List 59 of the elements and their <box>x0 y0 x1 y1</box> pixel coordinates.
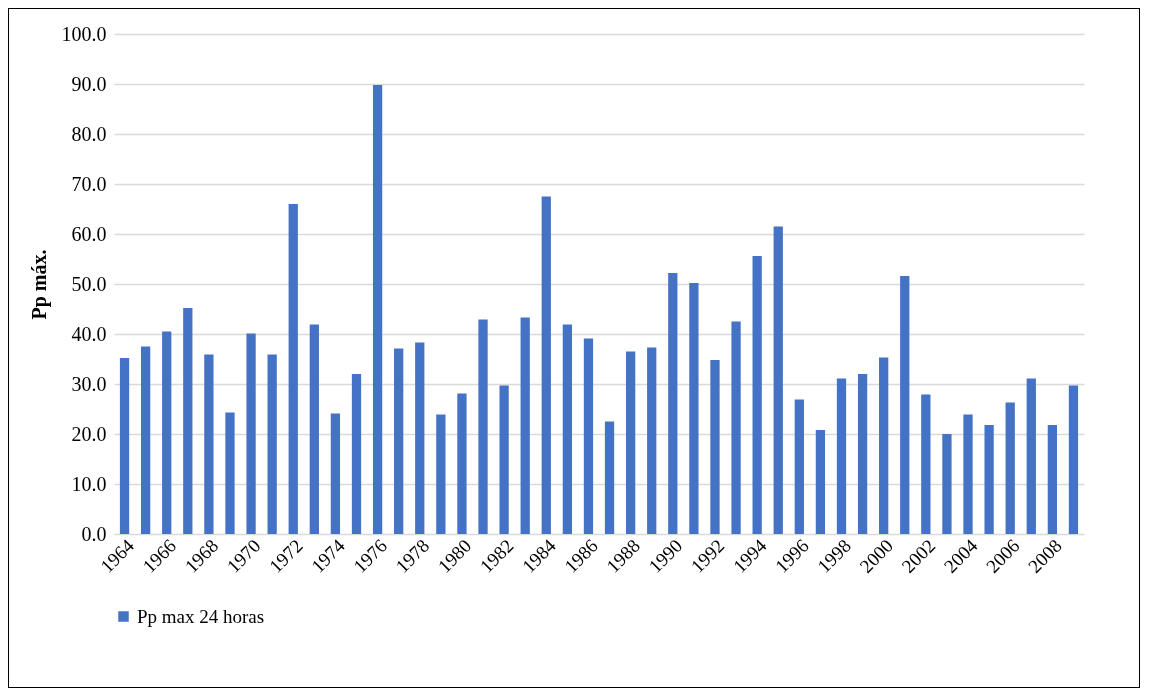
bar <box>267 354 277 534</box>
bar <box>162 331 172 534</box>
bar <box>942 434 952 534</box>
y-tick-label: 10.0 <box>71 472 107 495</box>
bar <box>879 357 889 534</box>
y-tick-label: 50.0 <box>71 272 107 295</box>
bar <box>604 421 615 534</box>
bar <box>309 324 319 534</box>
bar <box>436 414 446 534</box>
bar <box>457 393 467 534</box>
y-axis-title: Pp máx. <box>27 249 51 320</box>
y-tick-label: 40.0 <box>71 322 107 345</box>
y-tick-label: 20.0 <box>71 422 107 445</box>
bar <box>794 399 804 534</box>
y-tick-label: 100.0 <box>61 22 107 45</box>
bar <box>372 85 383 534</box>
bar <box>773 226 783 534</box>
bar <box>583 338 594 534</box>
bar <box>1047 425 1058 534</box>
y-tick-label: 70.0 <box>71 172 107 195</box>
bar <box>647 347 657 534</box>
bar <box>689 283 699 534</box>
bar <box>415 342 425 534</box>
bar <box>1026 378 1036 534</box>
bar <box>857 374 868 534</box>
bar <box>541 196 551 534</box>
bar <box>499 385 509 534</box>
y-tick-label: 90.0 <box>71 72 107 95</box>
bar <box>330 413 341 534</box>
bar <box>225 412 235 534</box>
bar <box>1005 402 1015 534</box>
bar <box>351 374 362 534</box>
y-tick-label: 60.0 <box>71 222 107 245</box>
bar <box>140 346 151 534</box>
bar <box>394 348 404 534</box>
bar <box>752 256 762 534</box>
bar <box>731 321 741 534</box>
bar <box>520 317 530 534</box>
bar <box>204 354 214 534</box>
bar <box>119 358 130 534</box>
bar <box>562 324 573 534</box>
bar <box>246 333 256 534</box>
bar <box>710 360 720 534</box>
bar <box>183 308 193 534</box>
bar <box>900 276 910 534</box>
bar <box>836 378 847 534</box>
y-tick-label: 80.0 <box>71 122 107 145</box>
y-tick-label: 30.0 <box>71 372 107 395</box>
bar <box>625 351 636 534</box>
bar <box>963 414 973 534</box>
bar <box>815 430 826 534</box>
bar <box>478 319 488 534</box>
legend-label: Pp max 24 horas <box>137 605 265 627</box>
bar <box>921 394 931 534</box>
bar <box>1068 385 1079 534</box>
bar <box>984 425 994 534</box>
bar <box>288 204 298 534</box>
bar <box>668 273 678 534</box>
y-tick-label: 0.0 <box>81 522 107 545</box>
